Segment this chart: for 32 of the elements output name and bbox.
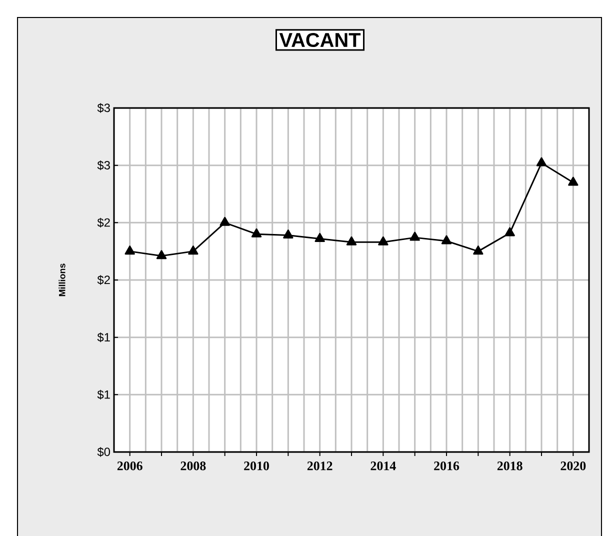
point bbox=[156, 250, 167, 260]
x-tick-label: 2018 bbox=[497, 462, 522, 470]
x-tick-label: 2020 bbox=[560, 462, 586, 470]
y-tick-label: $2 bbox=[97, 275, 110, 285]
point bbox=[283, 230, 294, 239]
x-tick-label: 2014 bbox=[370, 462, 396, 470]
y-tick-label: $3 bbox=[97, 103, 110, 113]
chart-title: VACANT bbox=[279, 32, 361, 48]
point bbox=[378, 236, 388, 246]
x-tick-label: 2010 bbox=[244, 462, 269, 470]
point bbox=[220, 216, 230, 226]
y-axis-title: Millions bbox=[58, 264, 66, 296]
y-tick-label: $1 bbox=[97, 390, 110, 400]
point bbox=[504, 227, 515, 236]
y-tick-label: $0 bbox=[97, 447, 110, 457]
point bbox=[441, 235, 452, 244]
x-tick-label: 2016 bbox=[434, 462, 460, 470]
point bbox=[473, 246, 484, 255]
point bbox=[124, 246, 135, 255]
x-tick-label: 2012 bbox=[307, 462, 332, 470]
y-tick-label: $2 bbox=[97, 218, 110, 228]
point bbox=[251, 228, 262, 238]
point bbox=[188, 246, 198, 255]
y-tick-label: $1 bbox=[97, 332, 110, 342]
point bbox=[568, 176, 578, 186]
point bbox=[536, 157, 547, 166]
y-tick-label: $3 bbox=[97, 160, 110, 170]
point bbox=[314, 232, 325, 242]
x-tick-label: 2006 bbox=[117, 462, 142, 470]
point bbox=[410, 232, 420, 241]
x-tick-label: 2008 bbox=[180, 462, 206, 470]
point bbox=[346, 236, 357, 246]
